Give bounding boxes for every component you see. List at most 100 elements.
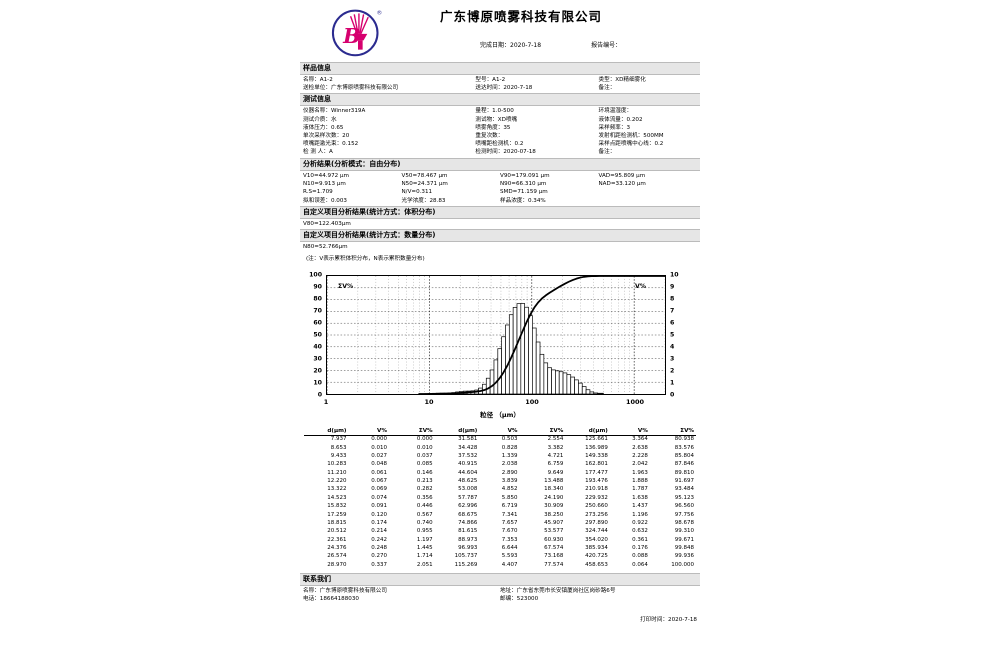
sample-arrival-label: 送达时间： <box>475 85 504 92</box>
table-cell: 0.061 <box>371 469 387 476</box>
table-cell: 177.477 <box>585 469 608 476</box>
table-cell: 193.476 <box>585 478 608 485</box>
test-row-1-col1: 测试介质：水 <box>303 116 475 124</box>
table-cell: 0.828 <box>501 444 518 451</box>
table-cell: 125.661 <box>585 436 608 443</box>
table-cell: 1.437 <box>632 503 648 510</box>
test-info-title: 测试信息 <box>300 93 700 107</box>
table-row: 9.433 0.027 0.037 <box>304 453 435 461</box>
test-row-1-col3: 液体流量：0.202 <box>599 116 698 124</box>
test-info-body: 仪器名称：Winner319A 测试介质：水 液体压力：0.65 单次采样次数：… <box>300 106 700 157</box>
table-cell: 24.376 <box>327 545 347 552</box>
table-cell: 1.963 <box>632 469 648 476</box>
analysis-body: V10=44.972 μm N10=9.913 μm R.S=1.709 拟和误… <box>300 171 700 206</box>
table-row: 74.866 7.657 45.907 <box>435 520 566 528</box>
chart-ytick-right: 3 <box>670 355 675 363</box>
table-cell: 0.174 <box>371 519 387 526</box>
table-row: 15.832 0.091 0.446 <box>304 503 435 511</box>
table-row: 17.259 0.120 0.567 <box>304 511 435 519</box>
table-row: 115.269 4.407 77.574 <box>435 561 566 569</box>
table-row: 81.615 7.670 53.577 <box>435 528 566 536</box>
test-value-4-2: 0.2 <box>514 141 524 148</box>
table-cell: 0.010 <box>371 444 387 451</box>
sample-type-label: 类型： <box>598 77 616 83</box>
table-cell: 0.242 <box>371 536 387 543</box>
test-label-1-3: 液体流量： <box>598 116 627 123</box>
table-cell: 0.337 <box>371 561 387 568</box>
sample-info-body: 名称：A1-2 送检单位：广东博原喷雾科技有限公司 型号：A1-2 送达时间：2… <box>300 75 700 93</box>
table-cell: 13.488 <box>544 478 564 485</box>
table-row: 48.625 3.839 13.488 <box>435 478 566 486</box>
table-cell: 99.848 <box>674 545 695 552</box>
test-label-4-3: 采样点距喷嘴中心线： <box>598 141 655 148</box>
table-cell: 7.657 <box>501 519 518 526</box>
sample-model-label: 型号： <box>475 77 493 83</box>
table-cell: 0.446 <box>416 503 433 510</box>
table-cell: 60.930 <box>544 536 564 543</box>
table-cell: 96.560 <box>674 503 695 510</box>
table-cell: 7.670 <box>501 528 518 535</box>
test-row-2-col1: 液体压力：0.65 <box>303 124 475 132</box>
table-cell: 12.220 <box>327 478 347 485</box>
table-cell: 38.250 <box>544 511 564 518</box>
analysis-0-a: V10=44.972 μm <box>303 172 349 179</box>
completion-date-label: 完成日期： <box>480 42 511 49</box>
chart-ytick-right: 0 <box>670 391 675 399</box>
test-label-0-1: 仪器名称： <box>303 108 331 115</box>
report-header: B ® 广东博原喷雾科技有限公司 完成日期：2020-7-18 报告编号： <box>300 0 700 62</box>
table-cell: 17.259 <box>327 511 347 518</box>
table-row: 88.973 7.353 60.930 <box>435 536 566 544</box>
table-cell: 0.214 <box>371 528 387 535</box>
test-label-1-1: 测试介质： <box>303 116 331 123</box>
test-label-5-1: 检 测 人： <box>303 149 329 156</box>
table-cell: 91.697 <box>674 478 695 485</box>
chart-ytick-right: 8 <box>670 295 675 303</box>
table-cell: 68.675 <box>458 511 478 518</box>
report-no-label: 报告编号： <box>591 42 622 49</box>
test-row-3-col2: 重复次数： <box>475 132 598 140</box>
table-cell: 99.671 <box>674 536 695 543</box>
chart-plot-area <box>326 274 666 395</box>
table-cell: 73.168 <box>544 553 564 560</box>
table-cell: 18.815 <box>327 519 347 526</box>
sample-remark-row: 备注： <box>599 84 698 92</box>
table-cell: 458.653 <box>585 561 608 568</box>
analysis-3-a: 拟和误差：0.003 <box>303 197 347 204</box>
test-value-5-2: 2020-07-18 <box>503 149 536 156</box>
table-cell: 5.593 <box>501 553 518 560</box>
contact-title: 联系我们 <box>300 572 700 586</box>
table-cell: 1.638 <box>632 494 648 501</box>
table-cell: 0.085 <box>416 461 433 468</box>
analysis-0-d: VAD=95.809 μm <box>598 172 646 179</box>
chart-series-label-frequency: V% <box>635 282 646 290</box>
test-label-5-3: 备注： <box>598 149 616 156</box>
table-cell: 0.740 <box>416 519 433 526</box>
table-cell: 0.088 <box>632 553 648 560</box>
table-cell: 7.937 <box>330 436 347 443</box>
table-row: 12.220 0.067 0.213 <box>304 478 435 486</box>
test-value-0-2: 1.0-500 <box>492 108 514 115</box>
custom-volume-value: V80=122.403μm <box>303 220 351 227</box>
test-label-3-1: 单次采样次数： <box>303 133 343 140</box>
table-cell: 0.356 <box>416 494 433 501</box>
analysis-3-b: 光学浓度：28.83 <box>401 197 446 204</box>
contact-name-row: 名称：广东博原喷雾科技有限公司 <box>303 587 500 595</box>
table-cell: 95.123 <box>674 494 695 501</box>
chart-x-axis-title: 粒径 （μm） <box>480 410 520 419</box>
chart-ytick-left: 80 <box>313 295 322 303</box>
table-row: 250.660 1.437 96.560 <box>565 503 696 511</box>
chart-xtick: 10 <box>424 397 434 406</box>
table-cell: 297.890 <box>585 519 608 526</box>
test-row-0-col2: 量程：1.0-500 <box>475 107 598 115</box>
test-label-4-2: 喷嘴距检测机： <box>475 141 515 148</box>
sample-arrival-row: 送达时间：2020-7-18 <box>475 84 598 92</box>
test-label-0-2: 量程： <box>475 108 493 115</box>
chart-ytick-right: 5 <box>670 331 675 339</box>
table-cell: 210.918 <box>585 486 608 493</box>
table-row: 354.020 0.361 99.671 <box>565 536 696 544</box>
custom-count-title: 自定义项目分析结果(统计方式：数量分布) <box>300 229 700 243</box>
test-row-3-col1: 单次采样次数：20 <box>303 132 475 140</box>
table-row: 40.915 2.038 6.759 <box>435 461 566 469</box>
test-label-5-2: 检测时间： <box>475 149 504 156</box>
table-cell: 149.338 <box>585 452 608 459</box>
